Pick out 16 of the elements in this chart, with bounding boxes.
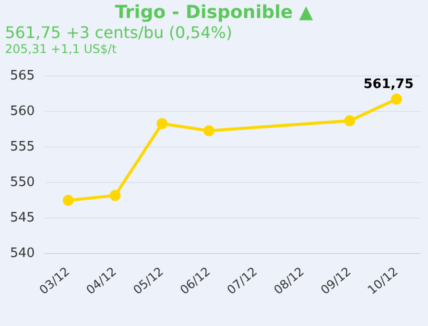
y-tick-label: 565 <box>10 68 35 84</box>
point <box>344 115 356 126</box>
text: 205,31 +1,1 US$/t <box>4 42 118 56</box>
y-tick-label: 555 <box>10 139 35 154</box>
chart-subtitle: 561,75 +3 cents/bu (0,54%) <box>4 23 234 42</box>
point <box>62 194 74 206</box>
y-tick-label: 560 <box>10 104 35 119</box>
point <box>203 125 214 136</box>
point <box>156 118 168 130</box>
chart-title: Trigo - Disponible ▲ <box>114 1 314 23</box>
point <box>110 190 121 201</box>
y-tick-label: 550 <box>10 175 35 190</box>
data-label: 561,75 <box>363 76 414 92</box>
point <box>391 94 402 105</box>
y-tick-label: 540 <box>10 246 35 262</box>
y-tick-label: 545 <box>10 210 35 226</box>
